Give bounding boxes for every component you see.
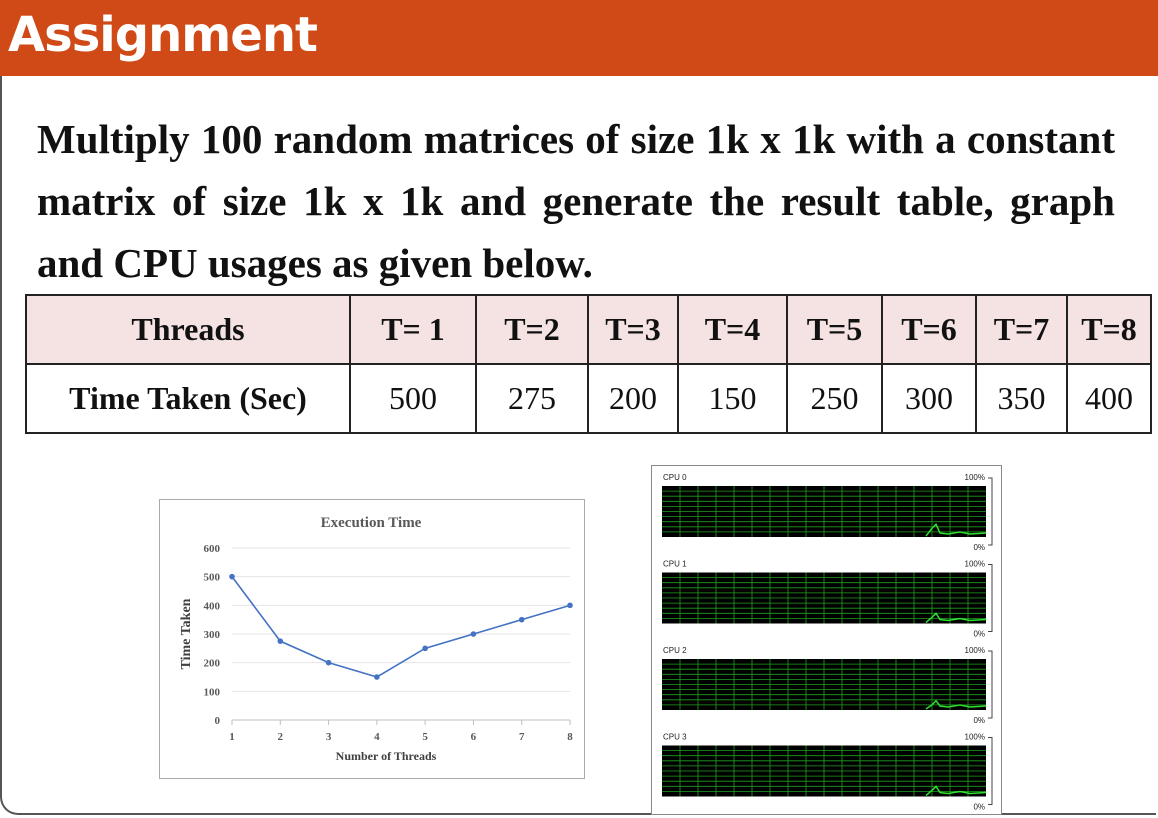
thread-cell: T=7	[975, 294, 1068, 365]
cpu-scale-bracket	[988, 477, 993, 546]
data-point	[325, 659, 332, 666]
x-tick-label: 5	[422, 731, 428, 743]
data-point	[229, 573, 235, 580]
cpu-usage-svg: CPU 0 100% 0% CPU 1 100% 0% CPU 2 100% 0% CPU 3 10…	[662, 473, 993, 812]
thread-cell: T=2	[475, 294, 589, 365]
y-tick-label: 400	[204, 600, 221, 612]
thread-cell: T= 1	[349, 294, 477, 365]
cpu-max-label: 100%	[965, 733, 985, 742]
chart-title: Execution Time	[321, 515, 422, 531]
series-line	[231, 576, 571, 678]
cpu-usage-trace	[925, 522, 987, 537]
data-point	[374, 674, 380, 680]
thread-cell: T=8	[1066, 294, 1152, 365]
cpu-max-label: 100%	[965, 646, 985, 655]
x-tick-label: 3	[326, 731, 332, 743]
cpu-scale-bracket	[988, 650, 993, 719]
time-cell: 350	[975, 363, 1068, 434]
x-tick-label: 2	[278, 731, 284, 743]
threads-row: Threads T= 1 T=2 T=3 T=4 T=5 T=6 T=7 T=8	[25, 294, 1152, 365]
time-header: Time Taken (Sec)	[25, 363, 351, 434]
time-row: Time Taken (Sec) 500 275 200 150 250 300…	[25, 363, 1152, 434]
header-bar: Assignment	[0, 0, 1158, 76]
page-title: Assignment	[8, 7, 318, 63]
y-tick-label: 500	[204, 572, 221, 584]
chart-svg: Execution Time 0 100 200 300 400 500 600 1 2 3 4 5 6 7…	[179, 515, 573, 763]
cpu-scale-bracket	[988, 737, 993, 805]
cpu-usage-trace	[925, 699, 987, 710]
time-cell: 300	[881, 363, 977, 434]
time-cell: 275	[475, 363, 589, 434]
execution-time-chart: Execution Time 0 100 200 300 400 500 600 1 2 3 4 5 6 7…	[159, 499, 585, 779]
time-cell: 500	[349, 363, 477, 434]
data-point	[518, 616, 525, 623]
y-tick-label: 600	[204, 543, 221, 555]
assignment-description: Multiply 100 random matrices of size 1k …	[37, 116, 1115, 286]
cpu-min-label: 0%	[973, 630, 985, 639]
time-cell: 200	[587, 363, 679, 434]
cpu-label: CPU 0	[663, 473, 687, 482]
cpu-label: CPU 3	[663, 733, 687, 742]
results-table: Threads T= 1 T=2 T=3 T=4 T=5 T=6 T=7 T=8…	[25, 294, 1152, 434]
y-tick-label: 0	[215, 715, 221, 727]
cpu-scale-bracket	[988, 564, 993, 632]
x-tick-label: 1	[229, 731, 235, 743]
cpu-max-label: 100%	[965, 473, 985, 482]
thread-cell: T=6	[881, 294, 977, 365]
y-tick-label: 300	[204, 629, 221, 641]
x-tick-label: 7	[519, 731, 525, 743]
thread-cell: T=5	[786, 294, 883, 365]
y-axis-label: Time Taken	[179, 598, 194, 669]
y-tick-label: 100	[204, 686, 221, 698]
cpu-min-label: 0%	[973, 543, 985, 552]
y-tick-label: 200	[204, 658, 221, 670]
thread-cell: T=4	[677, 294, 788, 365]
x-tick-label: 4	[374, 731, 380, 743]
data-point	[277, 638, 284, 644]
data-point	[470, 631, 477, 637]
cpu-label: CPU 2	[663, 646, 687, 655]
x-tick-label: 8	[567, 731, 573, 743]
thread-cell: T=3	[587, 294, 679, 365]
cpu-usage-panel: CPU 0 100% 0% CPU 1 100% 0% CPU 2 100% 0% CPU 3 10…	[651, 465, 1002, 815]
x-axis-label: Number of Threads	[336, 749, 437, 763]
cpu-usage-trace	[925, 785, 987, 797]
time-cell: 250	[786, 363, 883, 434]
cpu-min-label: 0%	[973, 716, 985, 725]
cpu-min-label: 0%	[973, 803, 985, 812]
content-frame	[0, 76, 1156, 815]
time-cell: 400	[1066, 363, 1152, 434]
cpu-usage-trace	[925, 612, 987, 624]
x-tick-label: 6	[471, 731, 477, 743]
time-cell: 150	[677, 363, 788, 434]
data-point	[422, 645, 428, 652]
threads-header: Threads	[25, 294, 351, 365]
cpu-max-label: 100%	[965, 560, 985, 569]
data-point	[567, 602, 573, 609]
cpu-label: CPU 1	[663, 560, 687, 569]
